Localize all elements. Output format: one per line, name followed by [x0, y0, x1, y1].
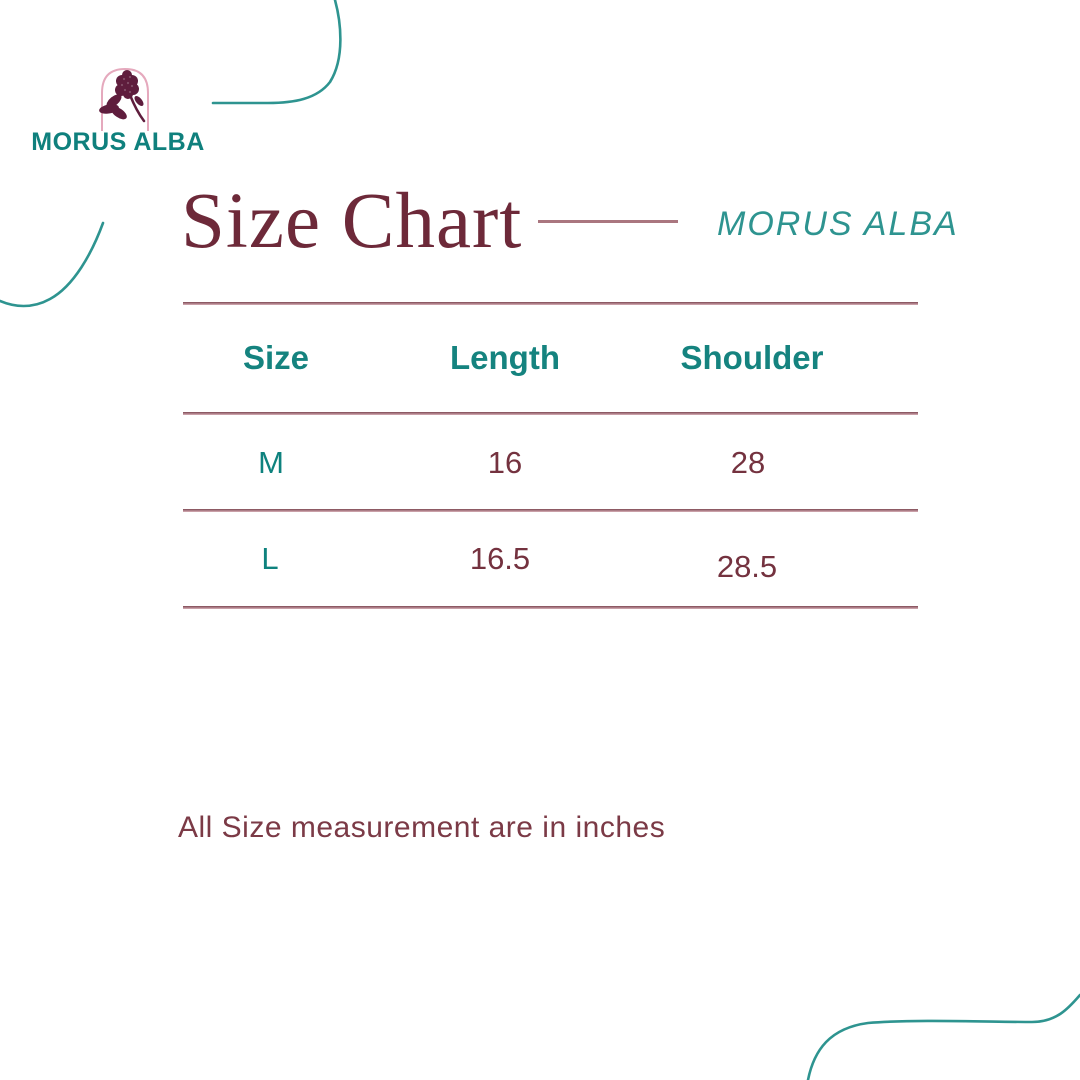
curve-bottom-right — [806, 993, 1080, 1080]
cell-shoulder-m: 28 — [730, 445, 766, 480]
mulberry-arch-icon — [99, 67, 149, 131]
column-header-size: Size — [242, 339, 310, 376]
curve-top-right — [211, 0, 342, 105]
brand-label: MORUS ALBA — [717, 205, 959, 243]
table-rule-mid — [183, 509, 918, 512]
column-header-shoulder: Shoulder — [680, 339, 824, 376]
table-rule-bottom — [183, 606, 918, 609]
measurement-note: All Size measurement are in inches — [178, 811, 666, 844]
cell-length-l: 16.5 — [469, 541, 531, 576]
table-rule-under-header — [183, 412, 918, 415]
brand-wordmark: MORUS ALBA — [31, 128, 205, 156]
title-divider — [538, 220, 678, 223]
curve-left — [0, 221, 105, 308]
column-header-length: Length — [450, 339, 560, 376]
cell-length-m: 16 — [487, 445, 523, 480]
page-title: Size Chart — [181, 178, 523, 265]
cell-size-m: M — [258, 445, 284, 480]
table-rule-top — [183, 302, 918, 305]
cell-size-l: L — [261, 541, 279, 576]
cell-shoulder-l: 28.5 — [716, 549, 778, 584]
